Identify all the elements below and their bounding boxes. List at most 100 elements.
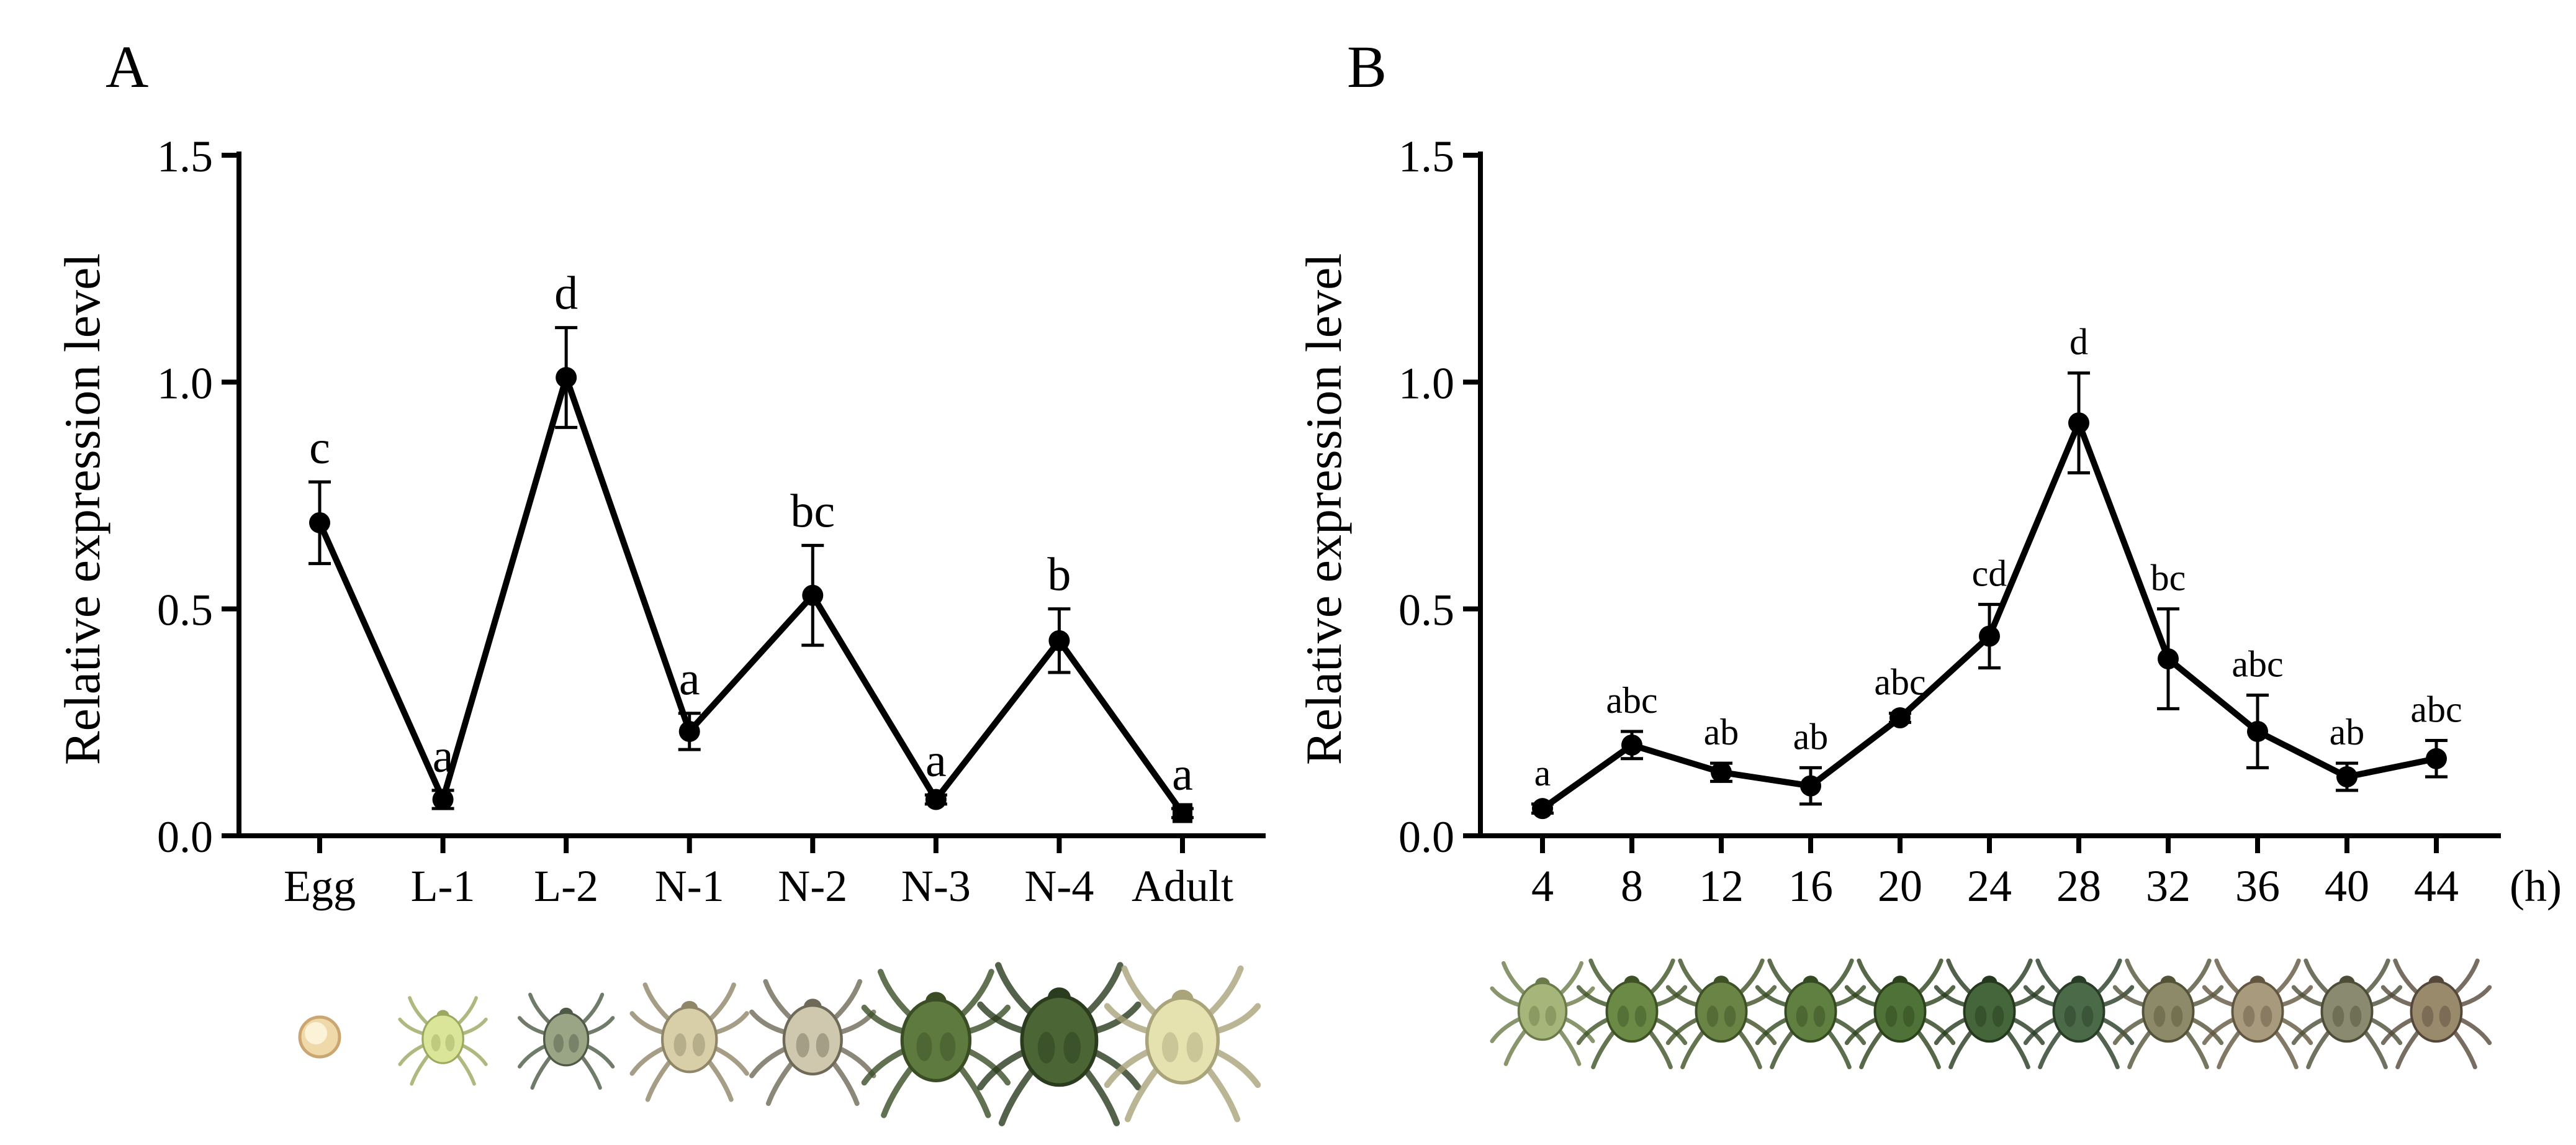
axes: 0.0 0.5 1.0 1.5 4 8 12 16 20 24 28 32 36 40 44 (h) xyxy=(1398,132,2562,911)
significance-letter: bc xyxy=(790,485,835,537)
x-tick-label: L-2 xyxy=(534,861,598,911)
x-tick-label: 40 xyxy=(2325,861,2369,911)
mite-spot xyxy=(673,1033,687,1057)
x-tick-label: N-2 xyxy=(778,861,847,911)
series-polyline xyxy=(317,367,1186,815)
data-point xyxy=(432,789,454,810)
y-tick-label: 0.0 xyxy=(157,812,213,862)
data-point xyxy=(1173,803,1192,823)
mite-body xyxy=(1963,980,2016,1043)
mite-body xyxy=(1517,982,1568,1041)
mite-spot xyxy=(2260,1005,2272,1027)
mite-body xyxy=(2410,980,2463,1043)
mite-spot xyxy=(940,1032,956,1061)
data-point xyxy=(2247,720,2268,742)
mite-spot xyxy=(1992,1005,2004,1027)
mite-spot xyxy=(1063,1031,1081,1064)
data-point xyxy=(1532,798,1553,820)
significance-letters: a abc ab ab abc cd d bc abc ab abc xyxy=(1534,322,2462,794)
specimen-images xyxy=(1490,958,2492,1069)
mite-spot xyxy=(2421,1005,2434,1027)
significance-letter: d xyxy=(554,268,578,320)
data-points xyxy=(309,367,1192,823)
data-point xyxy=(1889,707,1911,729)
mite-body xyxy=(2052,980,2105,1043)
panel-label: B xyxy=(1347,34,1387,100)
mite-spot xyxy=(1975,1005,1987,1027)
data-point xyxy=(2426,748,2447,769)
y-tick-label: 0.5 xyxy=(157,586,213,635)
significance-letter: a xyxy=(679,653,700,705)
significance-letter: a xyxy=(1172,748,1193,800)
mite-image xyxy=(977,962,1142,1126)
mite-spot xyxy=(1885,1005,1898,1027)
x-tick-label: L-1 xyxy=(411,861,475,911)
mite-body xyxy=(1784,980,1837,1043)
series-line xyxy=(317,367,1186,815)
mite-image xyxy=(2112,958,2224,1069)
mite-image xyxy=(629,982,749,1102)
mite-spot xyxy=(1634,1005,1647,1027)
x-tick-label: 28 xyxy=(2056,861,2101,911)
mite-spot xyxy=(1037,1031,1055,1064)
data-point xyxy=(1621,734,1642,756)
x-tick-label: N-4 xyxy=(1024,861,1094,911)
mite-image xyxy=(1844,958,1956,1069)
mite-spot xyxy=(2243,1005,2255,1027)
data-point xyxy=(1048,630,1070,651)
x-tick-label: 32 xyxy=(2146,861,2191,911)
mite-spot xyxy=(1706,1005,1719,1027)
mite-image xyxy=(861,969,1011,1118)
mite-spot xyxy=(2081,1005,2094,1027)
y-tick-label: 1.5 xyxy=(1398,132,1454,181)
mite-image xyxy=(2380,958,2492,1069)
data-point xyxy=(1979,625,2000,647)
mite-spot xyxy=(569,1034,579,1053)
mite-spot xyxy=(2439,1005,2451,1027)
y-tick-label: 0.0 xyxy=(1398,812,1454,862)
significance-letter: abc xyxy=(1874,662,1925,703)
mite-spot xyxy=(1796,1005,1808,1027)
data-point xyxy=(925,789,947,810)
significance-letters: c a d a bc a b a xyxy=(309,268,1193,801)
mite-spot xyxy=(1724,1005,1736,1027)
mite-body xyxy=(1020,994,1099,1087)
x-tick-label: 12 xyxy=(1699,861,1744,911)
mite-spot xyxy=(2153,1005,2166,1027)
mite-spot xyxy=(916,1032,932,1061)
mite-spot xyxy=(431,1034,441,1052)
mite-image xyxy=(1755,958,1867,1069)
mite-image xyxy=(517,992,615,1090)
mite-image xyxy=(2202,958,2313,1069)
significance-letter: a xyxy=(1534,753,1551,794)
x-tick-label: 44 xyxy=(2414,861,2459,911)
data-point xyxy=(2068,412,2089,434)
mite-spot xyxy=(1813,1005,1826,1027)
data-point xyxy=(309,512,330,533)
data-point xyxy=(2158,648,2179,670)
panel-a: A Relative expression level 0.0 0.5 1.0 1.5… xyxy=(54,34,1266,1126)
mite-image xyxy=(2023,958,2135,1069)
significance-letter: a xyxy=(433,730,454,782)
mite-body xyxy=(1873,980,1927,1043)
egg-highlight xyxy=(305,1022,327,1044)
mite-body xyxy=(1145,996,1220,1085)
significance-letter: c xyxy=(309,422,330,474)
significance-letter: b xyxy=(1047,549,1071,601)
data-point xyxy=(1800,775,1821,797)
mite-body xyxy=(2320,980,2374,1043)
mite-body xyxy=(782,1003,843,1076)
y-tick-label: 0.5 xyxy=(1398,586,1454,635)
mite-body xyxy=(900,998,972,1082)
mite-spot xyxy=(2171,1005,2183,1027)
panel-label: A xyxy=(106,34,148,100)
x-tick-label: Egg xyxy=(284,861,356,911)
mite-body xyxy=(660,1006,718,1074)
x-tick-label: 4 xyxy=(1531,861,1554,911)
mite-spot xyxy=(816,1033,830,1058)
mite-spot xyxy=(553,1034,564,1053)
significance-letter: bc xyxy=(2151,558,2186,599)
mite-spot xyxy=(2064,1005,2076,1027)
mite-image xyxy=(1490,961,1595,1066)
mite-spot xyxy=(1161,1032,1179,1062)
